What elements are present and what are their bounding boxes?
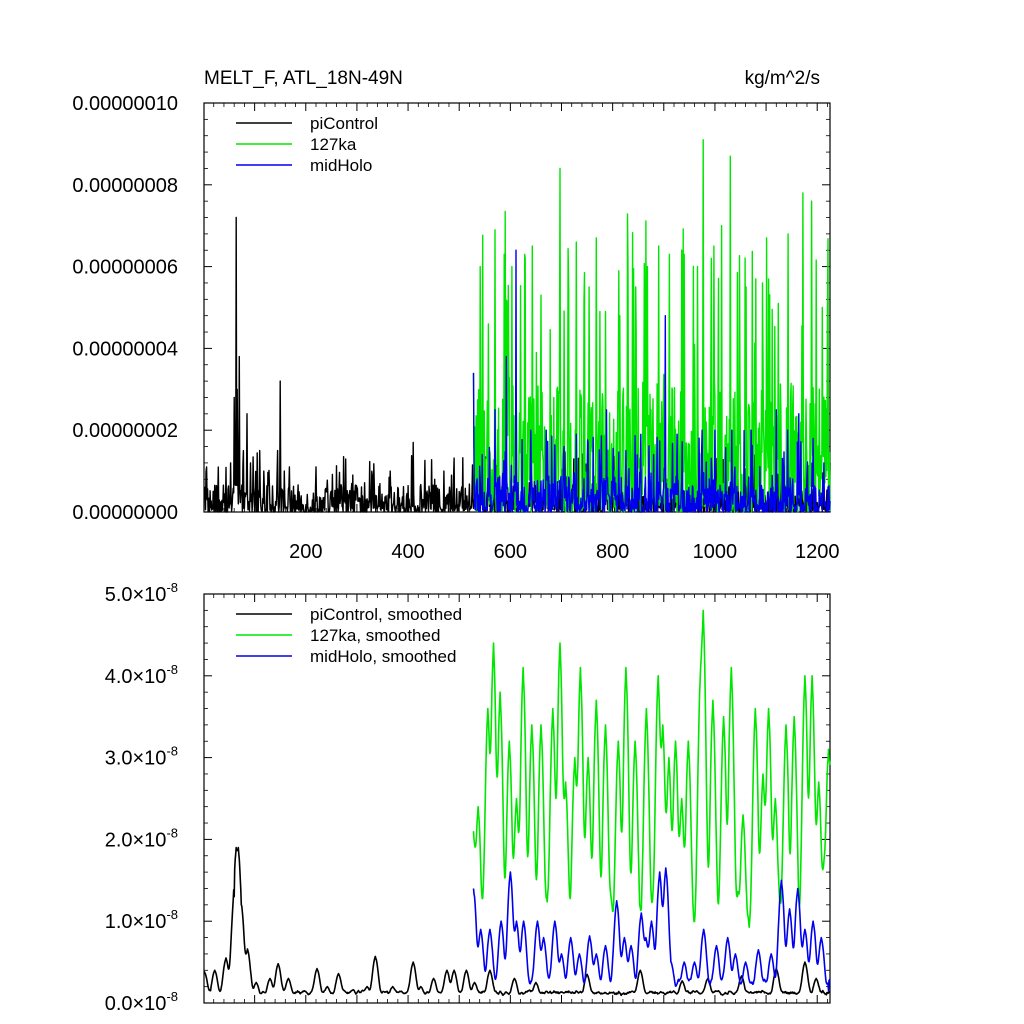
top-y-tick-label: 0.00000004 [72,338,178,360]
top-series-line-2 [472,249,831,513]
bottom-panel: 0.0×10-8 1.0×10-8 2.0×10-8 3.0×10-8 4.0×10-8… [105,580,831,1015]
bottom-series-line-1 [472,609,831,928]
top-y-tick-label: 0.00000008 [72,175,178,197]
bottom-y-tick-label: 2.0×10-8 [105,825,178,851]
bottom-legend-label-1: 127ka, smoothed [310,626,440,645]
top-plot-area: 0.00000000 0.00000002 0.00000004 0.00000006… [72,93,839,563]
top-y-tick-label: 0.00000006 [72,257,178,279]
bottom-series-line-2 [472,867,831,992]
top-y-tick-label: 0.00000000 [72,502,178,524]
top-legend-label-1: 127ka [310,135,357,154]
bottom-y-tick-label: 4.0×10-8 [105,662,178,688]
bottom-series-line-0 [203,846,831,997]
top-legend-label-2: midHolo [310,156,372,175]
bottom-plot-frame [203,593,831,1004]
bottom-y-tick-label: 5.0×10-8 [105,580,178,606]
top-legend-label-0: piControl [310,114,378,133]
bottom-y-tick-label: 1.0×10-8 [105,907,178,933]
top-x-tick-label: 600 [494,541,527,563]
bottom-plot-area: 0.0×10-8 1.0×10-8 2.0×10-8 3.0×10-8 4.0×10-8… [105,580,831,1015]
top-panel: MELT_F, ATL_18N-49N kg/m^2/s 0.000000000… [72,68,839,563]
bottom-y-tick-label: 3.0×10-8 [105,744,178,770]
top-x-tick-label: 800 [596,541,629,563]
top-x-tick-label: 1000 [693,541,738,563]
top-x-tick-label: 400 [391,541,424,563]
top-y-tick-label: 0.00000010 [72,93,178,115]
bottom-y-tick-label: 0.0×10-8 [105,989,178,1015]
bottom-legend-label-2: midHolo, smoothed [310,647,456,666]
top-x-tick-label: 1200 [795,541,840,563]
top-chart-title: MELT_F, ATL_18N-49N [204,68,403,89]
top-chart-units: kg/m^2/s [745,68,820,89]
top-y-tick-label: 0.00000002 [72,420,178,442]
bottom-legend-label-0: piControl, smoothed [310,605,462,624]
top-x-tick-label: 200 [289,541,322,563]
